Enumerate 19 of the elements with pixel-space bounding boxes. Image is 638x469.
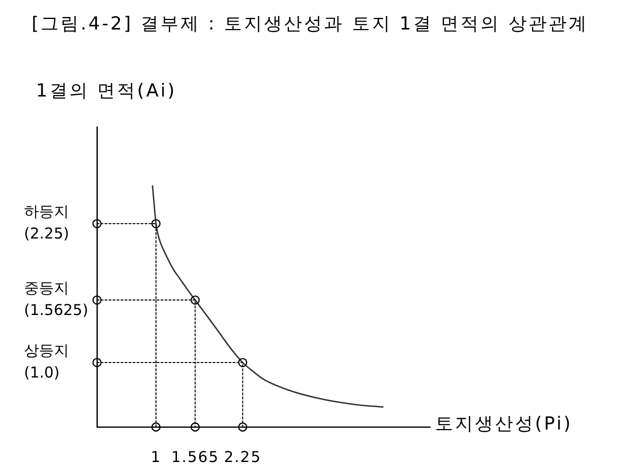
point bbox=[151, 219, 161, 228]
point bbox=[238, 422, 248, 432]
point bbox=[190, 422, 200, 432]
y-tick-label: 하등지 (2.25) bbox=[24, 202, 70, 243]
x-axis-title: 토지생산성(Pi) bbox=[435, 414, 573, 435]
point bbox=[238, 358, 248, 368]
x-tick-label: 1.565 bbox=[171, 448, 220, 466]
point bbox=[92, 358, 102, 368]
x-tick-label: 1 bbox=[150, 448, 162, 466]
y-tick-label: 상등지 (1.0) bbox=[24, 341, 69, 382]
y-axis-title: 1결의 면적(Ai) bbox=[36, 80, 177, 102]
y-tick-label: 중등지 (1.5625) bbox=[24, 278, 88, 319]
chart-title: [그림.4-2] 결부제 : 토지생산성과 토지 1결 면적의 상관관계 bbox=[32, 14, 588, 35]
point bbox=[190, 295, 200, 305]
x-tick-label: 2.25 bbox=[224, 448, 262, 466]
line-series bbox=[152, 185, 384, 408]
point bbox=[151, 422, 161, 432]
point bbox=[92, 295, 102, 305]
point bbox=[92, 219, 102, 228]
